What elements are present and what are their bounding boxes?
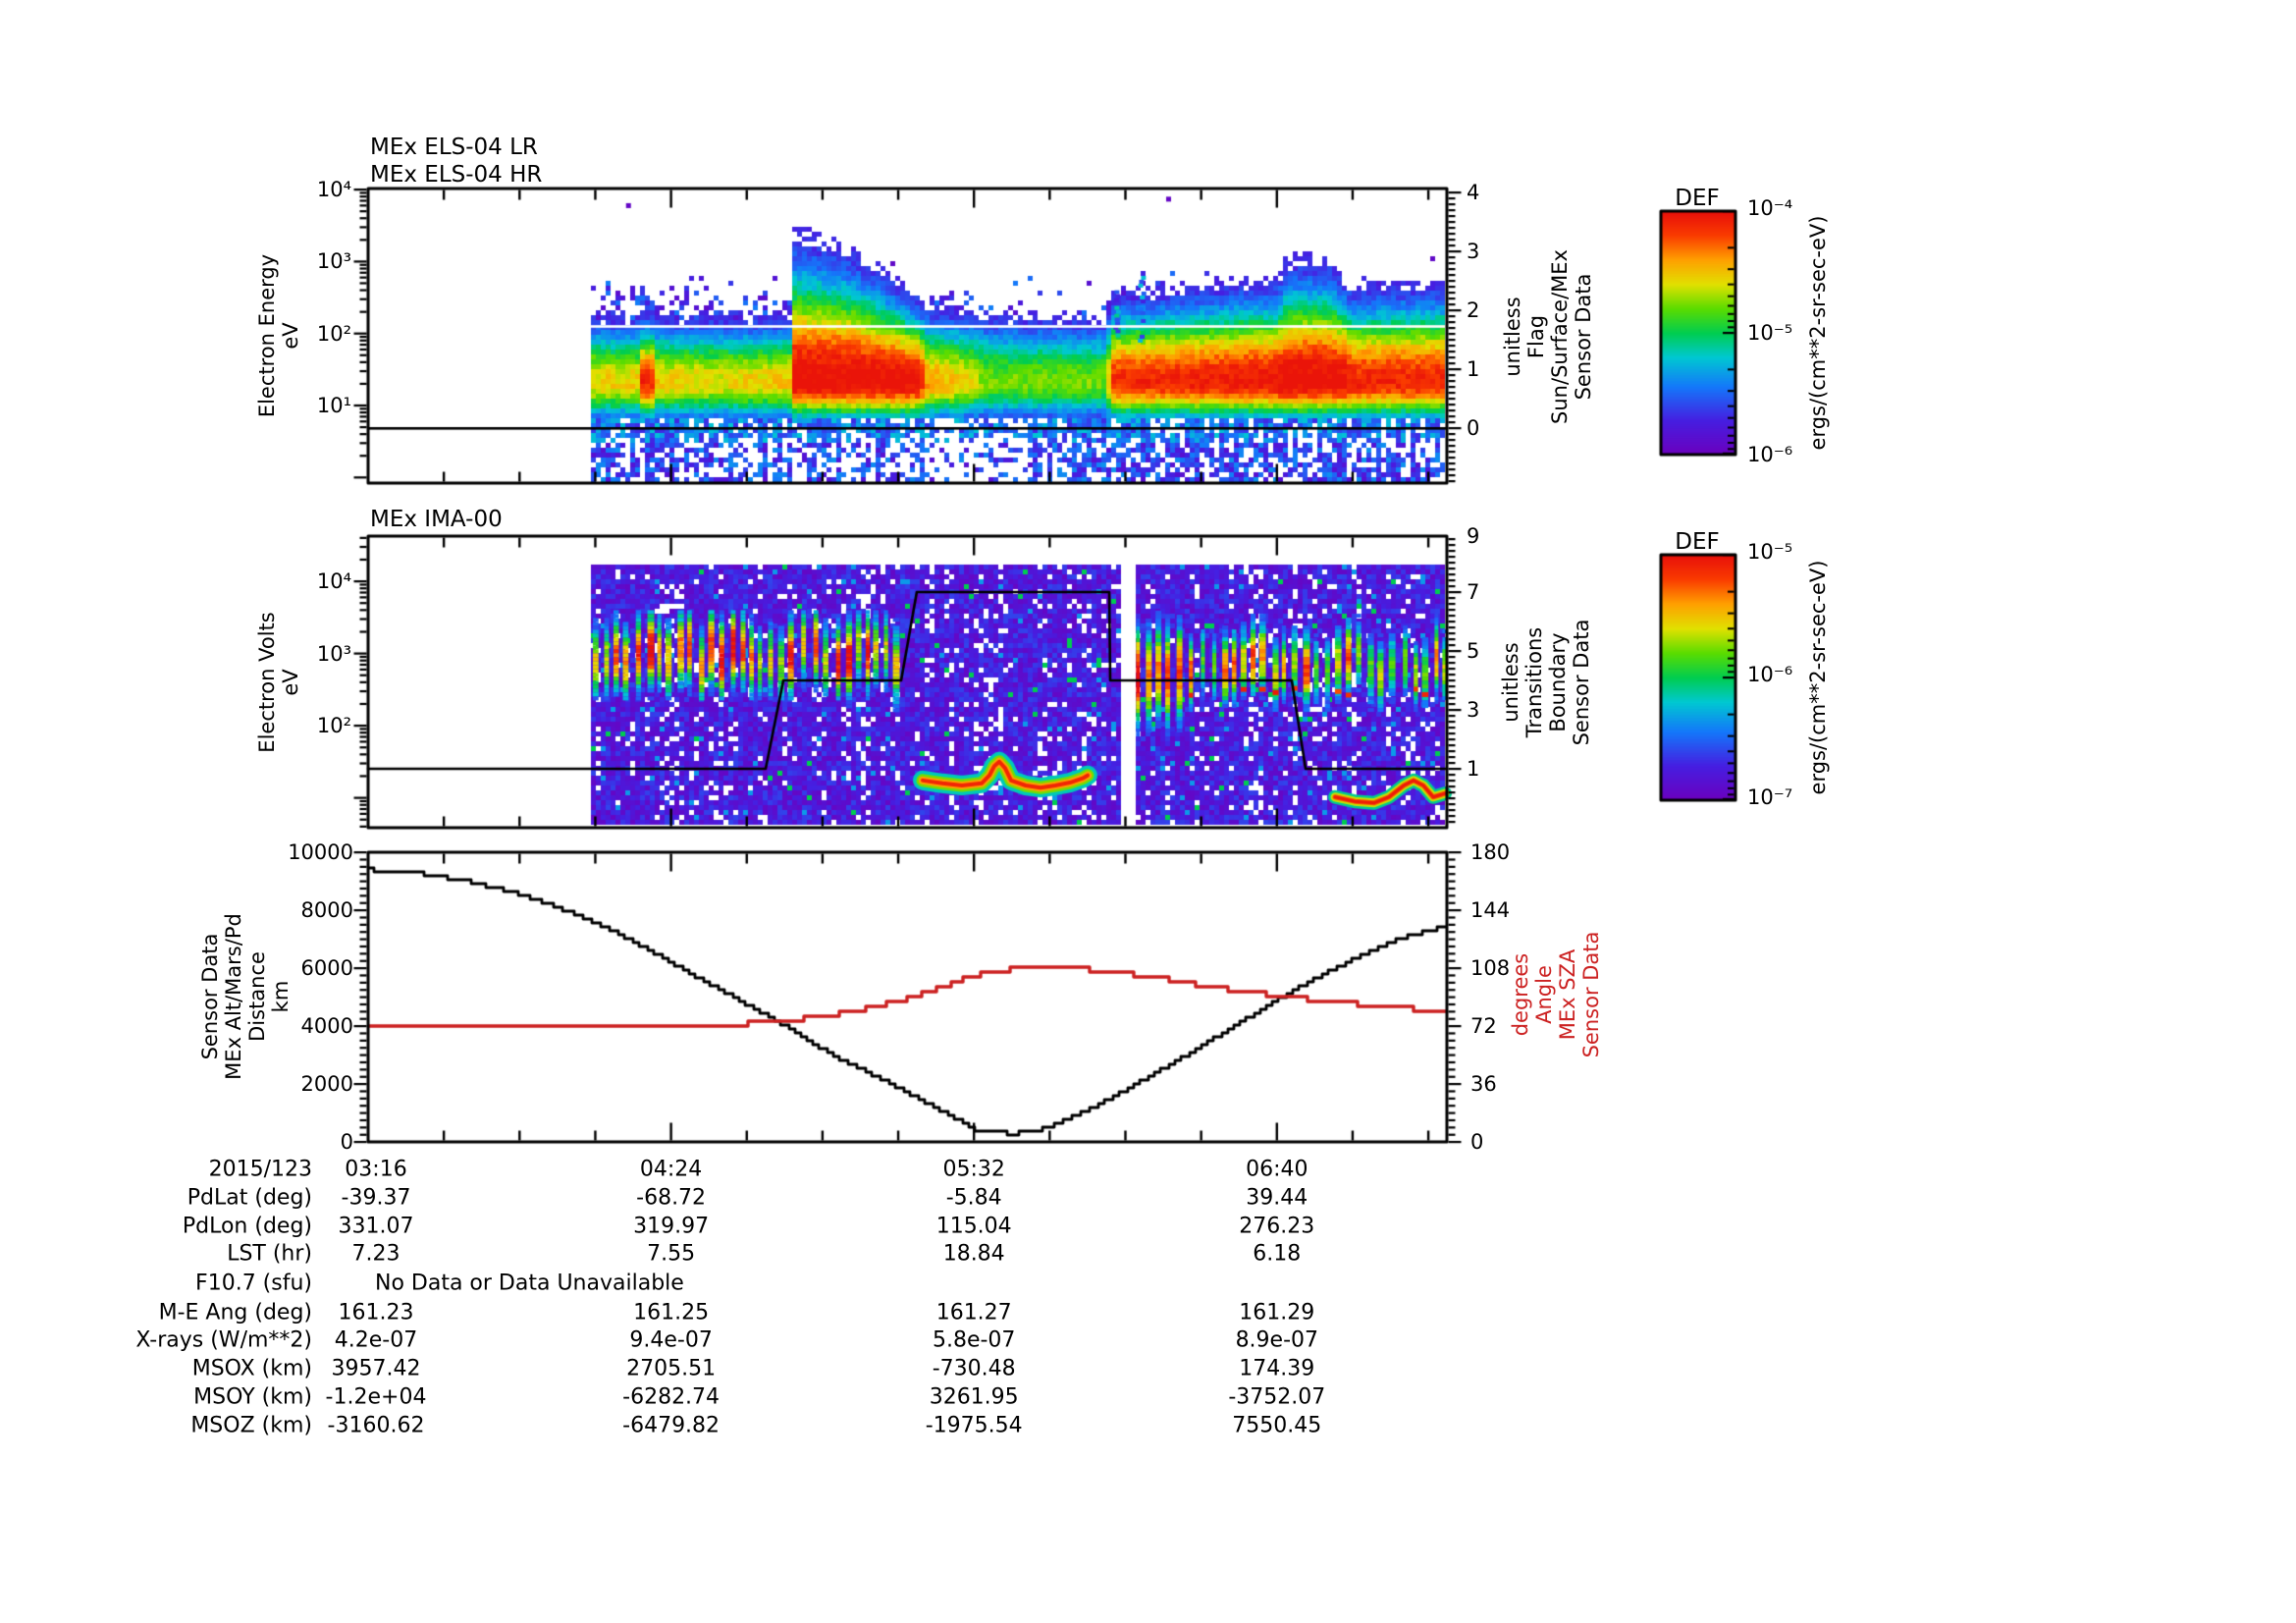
ima-right-tick-label: 3 (1467, 698, 1480, 722)
table-cell: -730.48 (932, 1356, 1016, 1381)
els-right-tick-label: 3 (1467, 240, 1480, 263)
table-cell: 174.39 (1239, 1356, 1315, 1381)
colorbar2-tick-label: 10⁻⁶ (1747, 663, 1793, 686)
colorbar2-title: DEF (1675, 529, 1720, 555)
table-cell: 276.23 (1239, 1214, 1315, 1239)
orbit-y-tick-label: 8000 (300, 898, 353, 922)
table-cell: -1975.54 (925, 1413, 1023, 1438)
table-row-label: F10.7 (sfu) (195, 1271, 312, 1296)
orbit-y-tick-label: 2000 (300, 1072, 353, 1096)
table-cell: 161.23 (338, 1300, 414, 1325)
els-right-tick-label: 1 (1467, 357, 1480, 381)
ima-right-tick-label: 5 (1467, 639, 1480, 663)
table-note: No Data or Data Unavailable (375, 1271, 684, 1296)
table-cell: 3957.42 (331, 1356, 421, 1381)
orbit-right-tick-label: 144 (1470, 898, 1511, 922)
table-row-label: MSOY (km) (193, 1384, 312, 1410)
ima-right-axis-label: unitless Transitions Boundary Sensor Dat… (1499, 619, 1593, 746)
table-cell: 115.04 (935, 1214, 1012, 1239)
els-y-tick-label: 10⁴ (316, 178, 351, 201)
table-cell: 2705.51 (626, 1356, 717, 1381)
colorbar2-units-label: ergs/(cm**2-sr-sec-eV) (1806, 560, 1830, 795)
table-cell: 6.18 (1253, 1241, 1302, 1267)
orbit-y-tick-label: 6000 (300, 956, 353, 980)
table-row-label: MSOX (km) (191, 1356, 312, 1381)
table-cell: 161.29 (1239, 1300, 1315, 1325)
ima-right-tick-label: 7 (1467, 580, 1480, 604)
colorbar2-tick-label: 10⁻⁵ (1747, 540, 1793, 564)
table-cell: -39.37 (341, 1185, 411, 1211)
table-cell: 18.84 (942, 1241, 1005, 1267)
ima-y-axis-label: Electron Volts eV (255, 612, 302, 753)
x-tick-label: 03:16 (345, 1157, 407, 1182)
els-title-hr: MEx ELS-04 HR (370, 162, 543, 188)
date-label: 2015/123 (208, 1157, 312, 1182)
table-cell: -3160.62 (327, 1413, 425, 1438)
table-row-label: MSOZ (km) (190, 1413, 312, 1438)
els-y-tick-label: 10³ (316, 249, 351, 274)
table-cell: -1.2e+04 (325, 1384, 427, 1410)
table-row-label: LST (hr) (227, 1241, 312, 1267)
els-title-lr: MEx ELS-04 LR (370, 135, 538, 160)
x-tick-label: 05:32 (942, 1157, 1005, 1182)
table-cell: 3261.95 (929, 1384, 1019, 1410)
colorbar1-units-label: ergs/(cm**2-sr-sec-eV) (1806, 215, 1830, 451)
orbit-right-tick-label: 108 (1470, 956, 1511, 980)
els-y-tick-label: 10² (316, 321, 351, 346)
table-cell: -3752.07 (1228, 1384, 1326, 1410)
orbit-right-tick-label: 0 (1470, 1130, 1484, 1154)
table-cell: 39.44 (1246, 1185, 1308, 1211)
orbit-y-axis-label: Sensor Data MEx Alt/Mars/Pd Distance km (198, 913, 293, 1080)
els-right-tick-label: 2 (1467, 298, 1480, 322)
table-row-label: PdLon (deg) (182, 1214, 312, 1239)
els-y-axis-label: Electron Energy eV (255, 253, 302, 418)
colorbar1-tick-label: 10⁻⁵ (1747, 321, 1793, 345)
table-cell: 161.25 (633, 1300, 710, 1325)
orbit-y-tick-label: 0 (340, 1130, 353, 1154)
table-cell: 7.55 (647, 1241, 696, 1267)
x-tick-label: 04:24 (639, 1157, 703, 1182)
colorbar1-tick-label: 10⁻⁴ (1747, 196, 1793, 220)
table-cell: 4.2e-07 (334, 1327, 418, 1353)
table-cell: -5.84 (945, 1185, 1002, 1211)
table-cell: 9.4e-07 (629, 1327, 713, 1353)
orbit-y-tick-label: 4000 (300, 1014, 353, 1038)
els-right-tick-label: 4 (1467, 181, 1480, 204)
ima-y-tick-label: 10² (316, 714, 351, 737)
table-cell: -68.72 (636, 1185, 707, 1211)
ima-title: MEx IMA-00 (370, 507, 503, 532)
orbit-y-tick-label: 10000 (288, 840, 353, 864)
els-right-tick-label: 0 (1467, 416, 1480, 440)
ima-y-tick-label: 10⁴ (316, 569, 351, 593)
els-right-axis-label: unitless Flag Sun/Surface/MEx Sensor Dat… (1501, 249, 1595, 424)
table-cell: 161.27 (935, 1300, 1012, 1325)
orbit-right-tick-label: 180 (1470, 840, 1511, 864)
colorbar2-tick-label: 10⁻⁷ (1747, 785, 1793, 809)
table-cell: -6479.82 (622, 1413, 721, 1438)
orbit-right-tick-label: 36 (1470, 1072, 1497, 1096)
els-y-tick-label: 10¹ (316, 393, 351, 417)
colorbar1-title: DEF (1675, 186, 1720, 211)
orbit-right-tick-label: 72 (1470, 1014, 1497, 1038)
table-row-label: X-rays (W/m**2) (135, 1327, 312, 1353)
table-cell: -6282.74 (622, 1384, 721, 1410)
x-tick-label: 06:40 (1246, 1157, 1308, 1182)
ima-right-tick-label: 9 (1467, 524, 1480, 548)
ima-right-tick-label: 1 (1467, 757, 1480, 781)
table-cell: 5.8e-07 (932, 1327, 1016, 1353)
orbit-right-axis-label: degrees Angle MEx SZA Sensor Data (1509, 931, 1603, 1058)
table-row-label: M-E Ang (deg) (158, 1300, 312, 1325)
colorbar1-tick-label: 10⁻⁶ (1747, 443, 1793, 466)
table-cell: 7.23 (351, 1241, 400, 1267)
table-cell: 8.9e-07 (1235, 1327, 1319, 1353)
table-cell: 319.97 (633, 1214, 710, 1239)
ima-y-tick-label: 10³ (316, 641, 351, 666)
table-cell: 331.07 (338, 1214, 414, 1239)
table-row-label: PdLat (deg) (187, 1185, 312, 1211)
table-cell: 7550.45 (1232, 1413, 1322, 1438)
